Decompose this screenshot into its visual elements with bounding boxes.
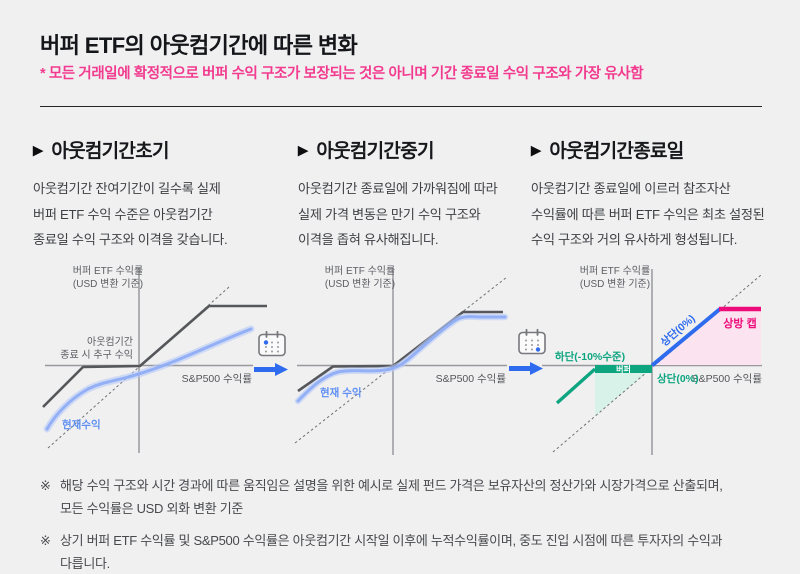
lower-bound-label: 하단(-10%수준) [555,350,625,363]
footnote-text: 해당 수익 구조와 시간 경과에 따른 움직임은 설명을 위한 예시로 실제 펀… [60,478,723,516]
footnotes: ※ 해당 수익 구조와 시간 경과에 따른 움직임은 설명을 위한 예시로 실제… [40,474,780,574]
section-body: 아웃컴기간 종료일에 가까워짐에 따라 실제 가격 변동은 만기 수익 구조와 … [298,181,498,247]
y-axis-label-line1: 버퍼 ETF 수익률 [73,265,143,277]
time-progress-arrow-icon [509,362,543,375]
section-body: 아웃컴기간 종료일에 이르러 참조자산 수익률에 따른 버퍼 ETF 수익은 최… [531,181,765,247]
y-axis-label-line2: (USD 변환 기준) [325,278,395,290]
section-header: ▶ 아웃컴기간종료일 [531,136,787,163]
cap-label: 상방 캡 [723,316,756,330]
target-payoff-label-line1: 아웃컴기간 [87,336,133,348]
triangle-bullet-icon: ▶ [33,142,43,157]
target-payoff-label-line2: 종료 시 추구 수익 [60,349,133,361]
section-outcome-end: ▶ 아웃컴기간종료일 아웃컴기간 종료일에 이르러 참조자산 수익률에 따른 버… [531,136,787,253]
footnote-text: 상기 버퍼 ETF 수익률 및 S&P500 수익률은 아웃컴기간 시작일 이후… [60,533,723,571]
current-return-label: 현재수익 [62,418,101,431]
section-outcome-mid: ▶ 아웃컴기간중기 아웃컴기간 종료일에 가까워짐에 따라 실제 가격 변동은 … [298,136,526,253]
target-payoff-line [42,304,267,408]
upper-bound-label: 상단(0%) [657,372,699,385]
section-title: 아웃컴기간종료일 [549,141,684,162]
chart-outcome-early: 버퍼 ETF 수익률 (USD 변환 기준) S&P500 수익률 아웃컴기간 … [42,265,267,453]
triangle-bullet-icon: ▶ [531,142,541,157]
current-return-label: 현재 수익 [320,386,362,399]
section-body: 아웃컴기간 잔여기간이 길수록 실제 버퍼 ETF 수익 수준은 아웃컴기간 종… [33,181,228,247]
upside-participation-line [650,307,722,368]
calendar-icon-start [258,330,286,357]
section-header: ▶ 아웃컴기간초기 [33,136,279,163]
section-header: ▶ 아웃컴기간중기 [298,136,526,163]
chart-outcome-mid: 버퍼 ETF 수익률 (USD 변환 기준) S&P500 수익률 현재 수익 [294,265,509,455]
section-outcome-early: ▶ 아웃컴기간초기 아웃컴기간 잔여기간이 길수록 실제 버퍼 ETF 수익 수… [33,136,279,253]
buffer-bar-label: 버퍼 [616,364,631,374]
y-axis-label-line2: (USD 변환 기준) [73,278,143,290]
upside-region-fill [652,309,761,365]
y-axis-label-line2: (USD 변환 기준) [580,278,650,290]
calendar-icon-end [518,328,546,355]
current-return-curve [45,327,253,431]
section-title: 아웃컴기간초기 [51,141,169,162]
current-return-curve [296,315,507,403]
page-subtitle: * 모든 거래일에 확정적으로 버퍼 수익 구조가 보장되는 것은 아니며 기간… [40,66,644,82]
y-axis-label-line1: 버퍼 ETF 수익률 [580,265,650,277]
downside-line [555,367,597,405]
header-divider [40,106,762,107]
triangle-bullet-icon: ▶ [298,142,308,157]
x-axis-label: S&P500 수익률 [436,373,507,385]
section-title: 아웃컴기간중기 [316,141,434,162]
y-axis-label-line1: 버퍼 ETF 수익률 [325,265,395,277]
reference-mark-icon: ※ [40,533,51,548]
reference-mark-icon: ※ [40,478,51,493]
footnote-1: ※ 해당 수익 구조와 시간 경과에 따른 움직임은 설명을 위한 예시로 실제… [40,474,780,520]
buffer-bar [595,365,652,373]
x-axis-label: S&P500 수익률 [182,373,253,385]
chart-outcome-end: 버퍼 ETF 수익률 (USD 변환 기준) S&P500 수익률 하단(-10… [542,265,763,455]
time-progress-arrow-icon [254,363,288,376]
x-axis-label: S&P500 수익률 [692,373,763,385]
page-title: 버퍼 ETF의 아웃컴기간에 따른 변화 [40,33,358,58]
footnote-2: ※ 상기 버퍼 ETF 수익률 및 S&P500 수익률은 아웃컴기간 시작일 … [40,529,780,574]
